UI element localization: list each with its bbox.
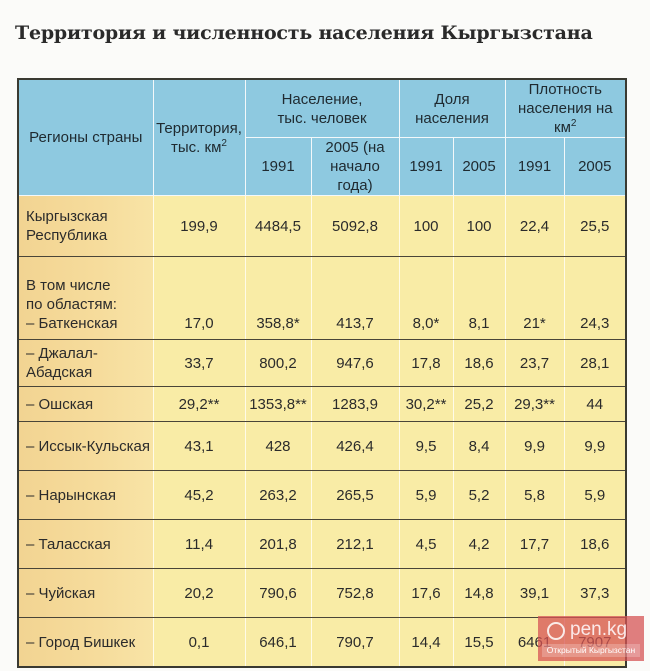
share-2005-cell: 5,2 <box>452 470 506 520</box>
share-1991-cell: 5,9 <box>398 470 454 520</box>
reader-icon <box>547 622 565 640</box>
pop-2005-cell: 1283,9 <box>310 386 400 422</box>
share-2005-cell: 15,5 <box>452 617 506 668</box>
territory-cell: 20,2 <box>152 568 246 618</box>
share-1991-cell: 30,2** <box>398 386 454 422</box>
share-1991-cell: 9,5 <box>398 421 454 471</box>
table-row: – Джалал- Абадская 33,7 800,2 947,6 17,8 … <box>17 339 627 387</box>
header-density-2005: 2005 <box>563 137 627 196</box>
region-cell: – Иссык-Кульская <box>17 421 154 471</box>
pop-1991-cell: 201,8 <box>244 519 312 569</box>
density-2005-cell: 24,3 <box>563 256 627 340</box>
density-1991-cell: 17,7 <box>504 519 565 569</box>
table-row: В том числе по областям: – Баткенская 17,0… <box>17 256 627 340</box>
header-density: Плотность населения на км2 <box>504 78 627 138</box>
pop-2005-cell: 5092,8 <box>310 195 400 257</box>
pop-1991-cell: 800,2 <box>244 339 312 387</box>
density-2005-cell: 28,1 <box>563 339 627 387</box>
region-cell: – Джалал- Абадская <box>17 339 154 387</box>
density-1991-cell: 21* <box>504 256 565 340</box>
watermark-logo: pen.kg <box>570 619 628 640</box>
pop-1991-cell: 790,6 <box>244 568 312 618</box>
share-2005-cell: 14,8 <box>452 568 506 618</box>
table-row: – Таласская 11,4 201,8 212,1 4,5 4,2 17,… <box>17 519 627 569</box>
territory-cell: 199,9 <box>152 195 246 257</box>
population-table: Регионы страны Территория, тыс. км2 Насе… <box>17 78 628 668</box>
density-2005-cell: 37,3 <box>563 568 627 618</box>
region-cell: – Нарынская <box>17 470 154 520</box>
pop-2005-cell: 212,1 <box>310 519 400 569</box>
header-population: Население, тыс. человек <box>244 78 400 138</box>
header-share-2005: 2005 <box>452 137 506 196</box>
share-2005-cell: 4,2 <box>452 519 506 569</box>
share-1991-cell: 4,5 <box>398 519 454 569</box>
region-cell: В том числе по областям: – Баткенская <box>17 256 154 340</box>
pop-2005-cell: 947,6 <box>310 339 400 387</box>
share-2005-cell: 100 <box>452 195 506 257</box>
header-population-2005: 2005 (на начало года) <box>310 137 400 196</box>
pop-2005-cell: 790,7 <box>310 617 400 668</box>
share-2005-cell: 25,2 <box>452 386 506 422</box>
table-row: – Город Бишкек 0,1 646,1 790,7 14,4 15,5… <box>17 617 627 668</box>
header-territory: Территория, тыс. км2 <box>152 78 246 196</box>
pop-1991-cell: 263,2 <box>244 470 312 520</box>
region-cell: – Таласская <box>17 519 154 569</box>
share-1991-cell: 17,6 <box>398 568 454 618</box>
header-share: Доля населения <box>398 78 506 138</box>
territory-cell: 17,0 <box>152 256 246 340</box>
territory-cell: 0,1 <box>152 617 246 668</box>
share-1991-cell: 14,4 <box>398 617 454 668</box>
table-row: – Нарынская 45,2 263,2 265,5 5,9 5,2 5,8… <box>17 470 627 520</box>
density-1991-cell: 29,3** <box>504 386 565 422</box>
share-1991-cell: 17,8 <box>398 339 454 387</box>
share-1991-cell: 100 <box>398 195 454 257</box>
density-2005-cell: 44 <box>563 386 627 422</box>
territory-cell: 33,7 <box>152 339 246 387</box>
header-share-1991: 1991 <box>398 137 454 196</box>
region-cell: – Чуйская <box>17 568 154 618</box>
share-2005-cell: 18,6 <box>452 339 506 387</box>
page-title: Территория и численность населения Кыргы… <box>15 22 593 44</box>
pop-2005-cell: 426,4 <box>310 421 400 471</box>
header-density-1991: 1991 <box>504 137 565 196</box>
territory-cell: 29,2** <box>152 386 246 422</box>
territory-cell: 11,4 <box>152 519 246 569</box>
density-1991-cell: 5,8 <box>504 470 565 520</box>
share-2005-cell: 8,4 <box>452 421 506 471</box>
density-2005-cell: 18,6 <box>563 519 627 569</box>
density-1991-cell: 22,4 <box>504 195 565 257</box>
pop-1991-cell: 428 <box>244 421 312 471</box>
pop-1991-cell: 4484,5 <box>244 195 312 257</box>
header-population-1991: 1991 <box>244 137 312 196</box>
pop-2005-cell: 413,7 <box>310 256 400 340</box>
density-1991-cell: 39,1 <box>504 568 565 618</box>
density-2005-cell: 5,9 <box>563 470 627 520</box>
header-region: Регионы страны <box>17 78 154 196</box>
pop-1991-cell: 646,1 <box>244 617 312 668</box>
region-cell: – Город Бишкек <box>17 617 154 668</box>
pop-1991-cell: 358,8* <box>244 256 312 340</box>
pop-2005-cell: 752,8 <box>310 568 400 618</box>
density-1991-cell: 9,9 <box>504 421 565 471</box>
density-1991-cell: 23,7 <box>504 339 565 387</box>
share-2005-cell: 8,1 <box>452 256 506 340</box>
density-2005-cell: 25,5 <box>563 195 627 257</box>
density-2005-cell: 9,9 <box>563 421 627 471</box>
watermark-subtitle: Открытый Кыргызстан <box>542 644 640 657</box>
territory-cell: 45,2 <box>152 470 246 520</box>
watermark[interactable]: pen.kg Открытый Кыргызстан <box>538 616 644 661</box>
share-1991-cell: 8,0* <box>398 256 454 340</box>
territory-cell: 43,1 <box>152 421 246 471</box>
pop-2005-cell: 265,5 <box>310 470 400 520</box>
region-cell: Кыргызская Республика <box>17 195 154 257</box>
table-row: – Чуйская 20,2 790,6 752,8 17,6 14,8 39,… <box>17 568 627 618</box>
table-row: Кыргызская Республика 199,9 4484,5 5092,8… <box>17 195 627 257</box>
region-cell: – Ошская <box>17 386 154 422</box>
table-row: – Ошская 29,2** 1353,8** 1283,9 30,2** 2… <box>17 386 627 422</box>
table-row: – Иссык-Кульская 43,1 428 426,4 9,5 8,4 … <box>17 421 627 471</box>
pop-1991-cell: 1353,8** <box>244 386 312 422</box>
